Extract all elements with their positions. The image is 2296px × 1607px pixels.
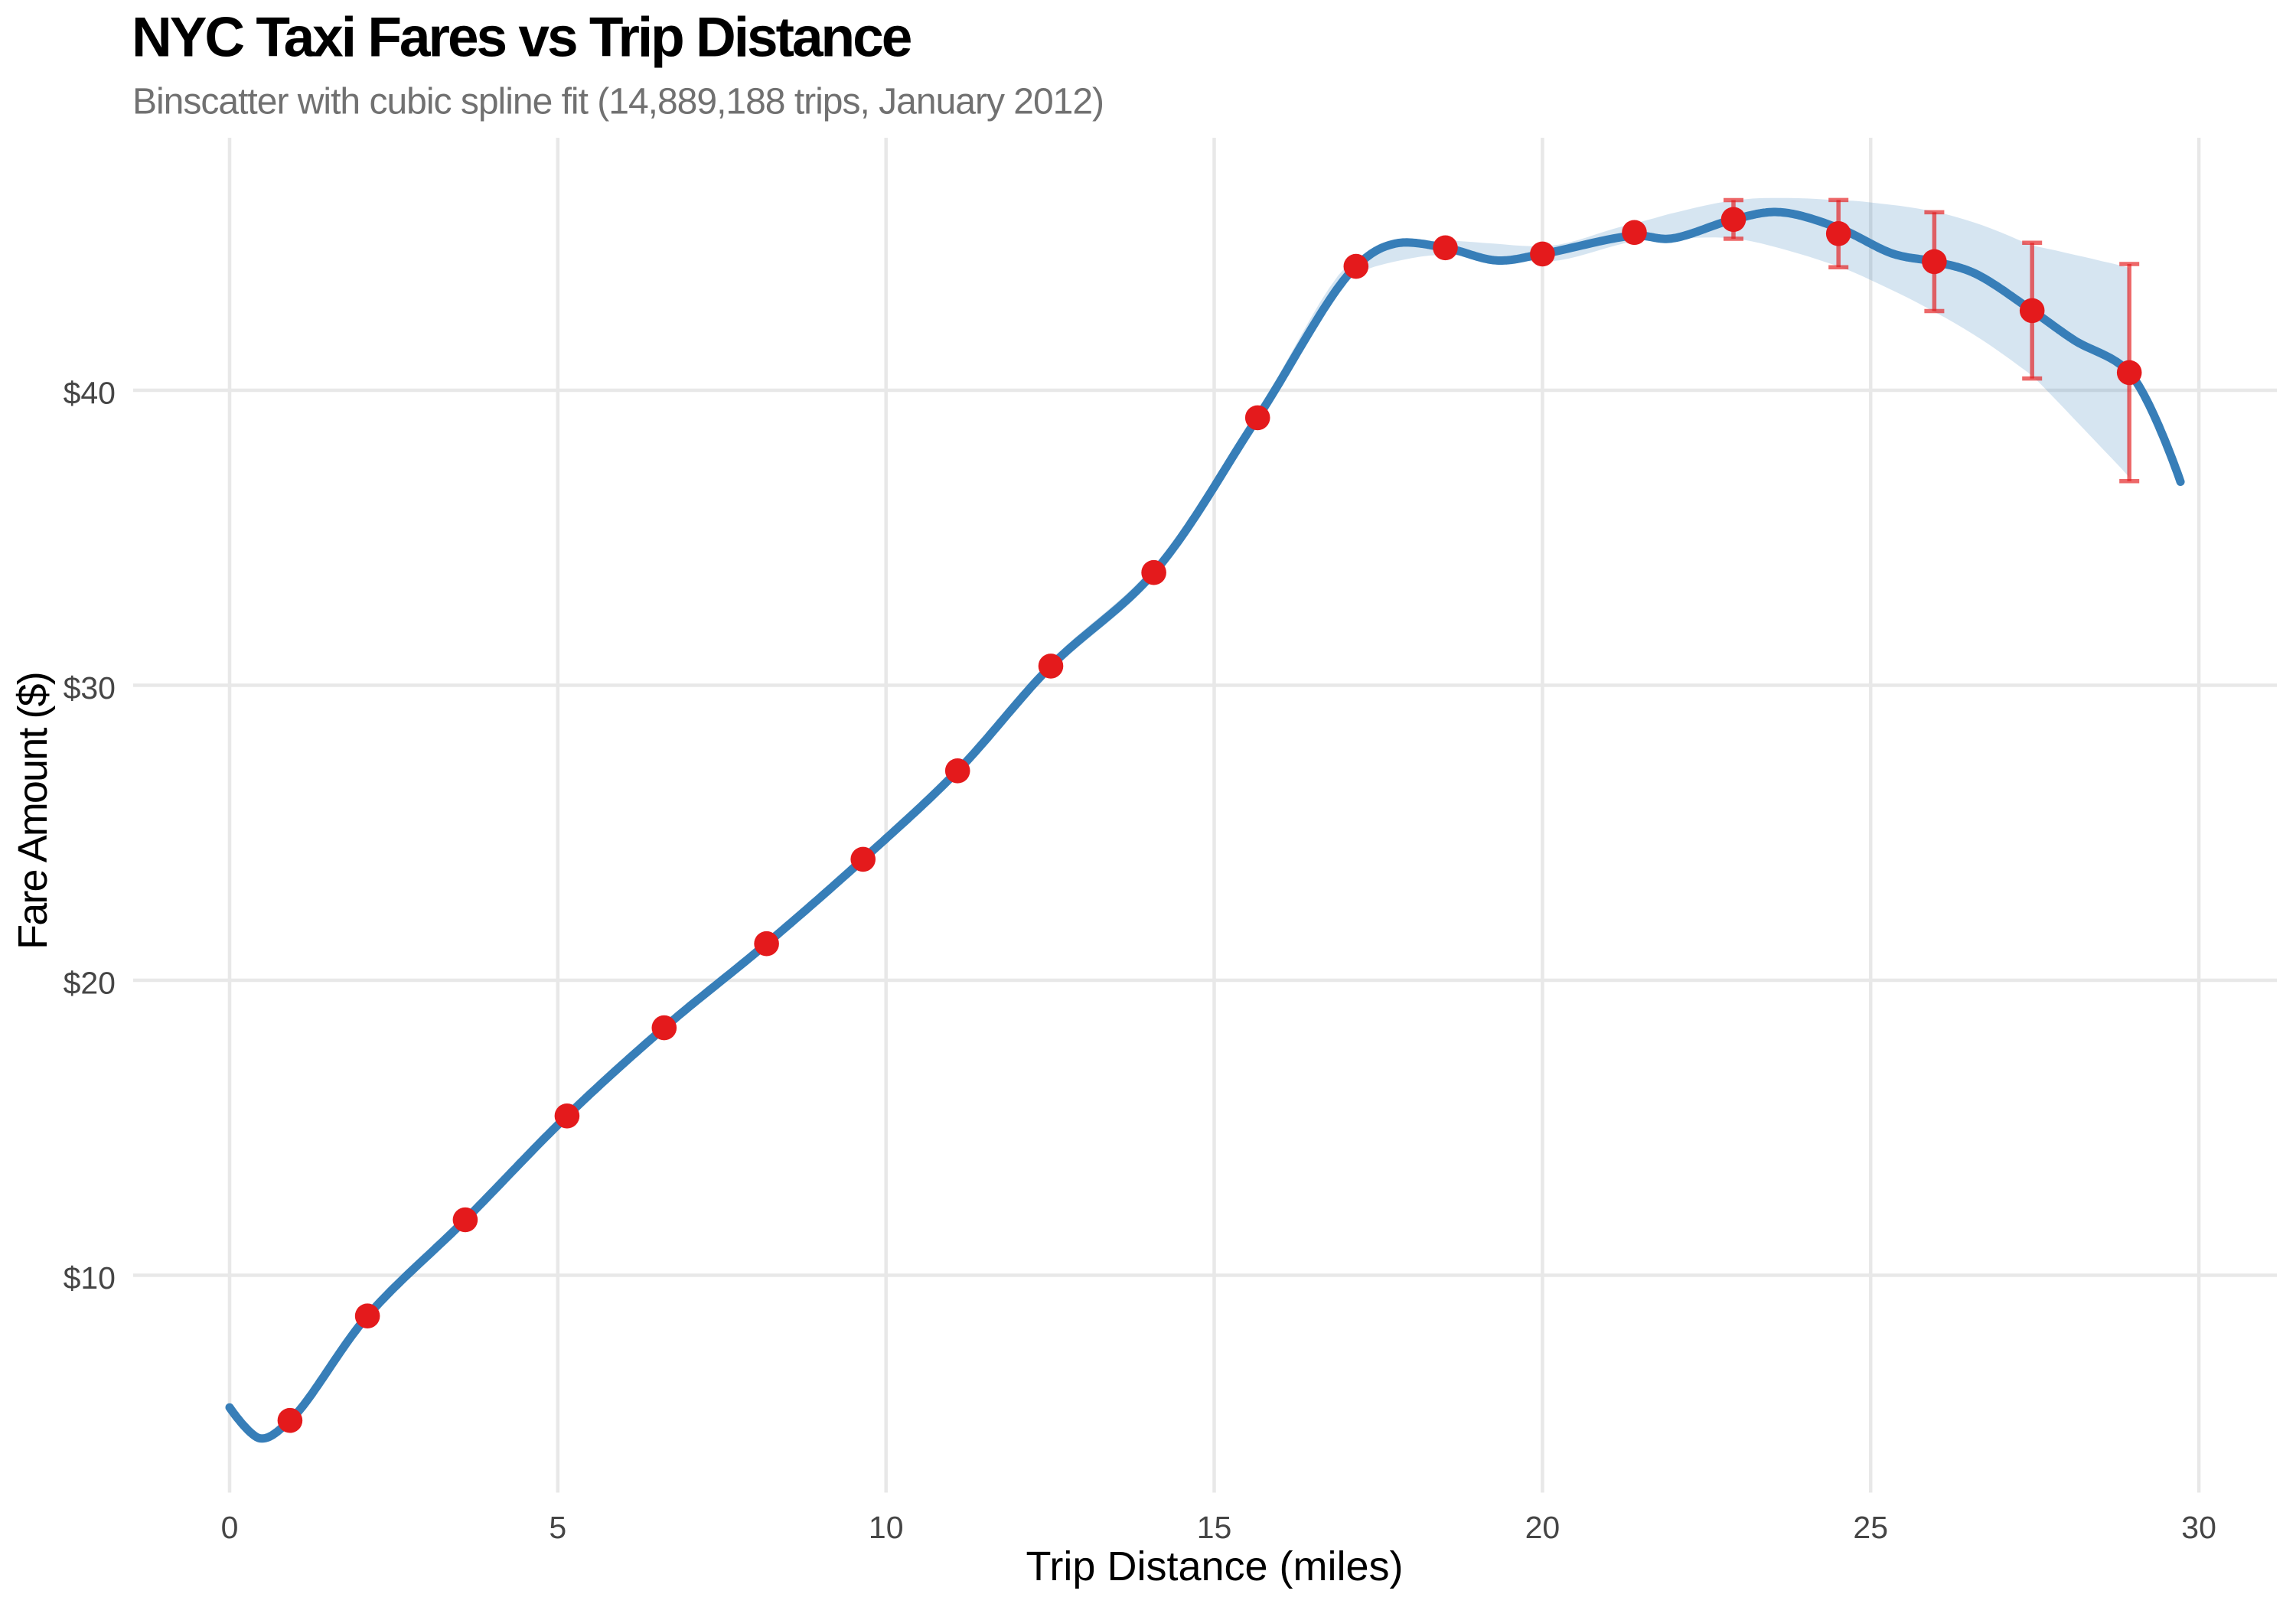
svg-text:15: 15 bbox=[1197, 1510, 1232, 1545]
svg-text:$10: $10 bbox=[64, 1260, 116, 1296]
svg-text:30: 30 bbox=[2181, 1510, 2216, 1545]
svg-text:25: 25 bbox=[1853, 1510, 1888, 1545]
svg-text:$40: $40 bbox=[64, 376, 116, 411]
svg-text:Fare Amount ($): Fare Amount ($) bbox=[10, 673, 56, 950]
svg-text:$30: $30 bbox=[64, 670, 116, 706]
svg-text:10: 10 bbox=[869, 1510, 904, 1545]
svg-text:Trip Distance (miles): Trip Distance (miles) bbox=[1026, 1543, 1403, 1589]
svg-text:20: 20 bbox=[1525, 1510, 1561, 1545]
svg-text:NYC Taxi Fares vs Trip Distanc: NYC Taxi Fares vs Trip Distance bbox=[132, 7, 912, 69]
svg-text:0: 0 bbox=[221, 1510, 239, 1545]
svg-text:Binscatter with cubic spline f: Binscatter with cubic spline fit (14,889… bbox=[132, 82, 1104, 122]
svg-text:5: 5 bbox=[549, 1510, 566, 1545]
svg-text:$20: $20 bbox=[64, 966, 116, 1001]
